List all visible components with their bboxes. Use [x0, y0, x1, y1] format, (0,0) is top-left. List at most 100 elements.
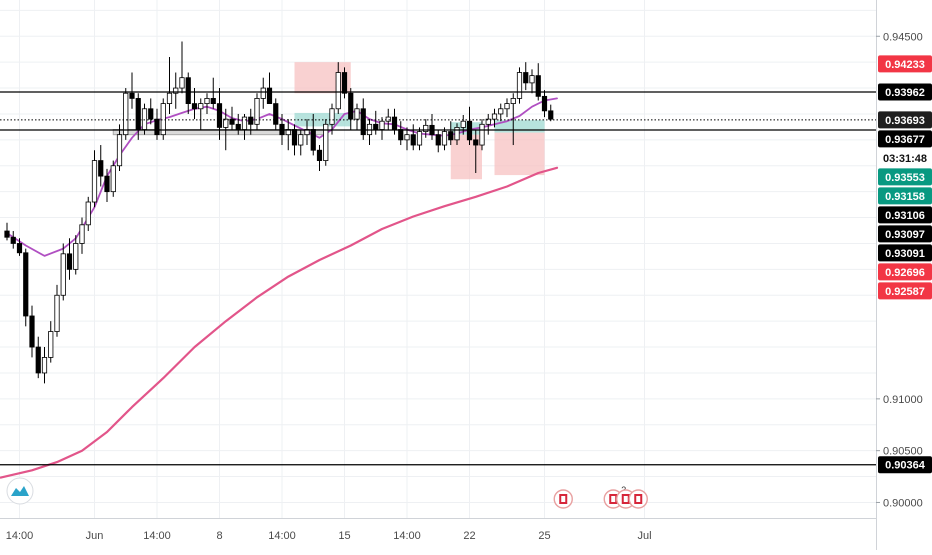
- candle[interactable]: [385, 108, 391, 130]
- candle[interactable]: [466, 106, 473, 146]
- candle[interactable]: [73, 235, 79, 275]
- candle[interactable]: [404, 127, 410, 151]
- candle[interactable]: [366, 119, 373, 146]
- candle[interactable]: [485, 113, 491, 135]
- candle[interactable]: [523, 62, 529, 91]
- candle[interactable]: [429, 113, 435, 140]
- candle[interactable]: [185, 72, 191, 114]
- candle[interactable]: [535, 63, 541, 101]
- candle[interactable]: [104, 168, 110, 203]
- price-tag[interactable]: 0.92696: [878, 263, 932, 281]
- price-tag[interactable]: 0.93091: [878, 244, 932, 262]
- price-tag[interactable]: 0.93962: [878, 83, 932, 101]
- loss-zone[interactable]: [294, 62, 351, 94]
- candle[interactable]: [541, 90, 548, 118]
- candle[interactable]: [66, 238, 73, 280]
- candle[interactable]: [191, 88, 198, 120]
- candle[interactable]: [166, 56, 173, 114]
- candle[interactable]: [110, 160, 116, 197]
- candle[interactable]: [254, 93, 260, 130]
- candle[interactable]: [298, 129, 304, 156]
- candle[interactable]: [504, 98, 510, 118]
- candle[interactable]: [54, 284, 60, 337]
- candle[interactable]: [473, 129, 479, 174]
- candle[interactable]: [79, 217, 85, 254]
- candle[interactable]: [441, 127, 448, 151]
- candle[interactable]: [123, 88, 129, 140]
- candle[interactable]: [23, 248, 29, 327]
- candle[interactable]: [379, 117, 385, 140]
- candle[interactable]: [498, 103, 504, 122]
- candle[interactable]: [198, 98, 204, 130]
- candle[interactable]: [410, 124, 416, 151]
- candle[interactable]: [341, 67, 348, 99]
- horizontal-lines[interactable]: [0, 91, 876, 466]
- candle[interactable]: [204, 93, 210, 114]
- price-tag[interactable]: 0.93677: [878, 130, 932, 148]
- event-flag-icon[interactable]: [553, 489, 573, 509]
- price-tag[interactable]: 0.93106: [878, 206, 932, 224]
- candle[interactable]: [41, 347, 48, 384]
- candles[interactable]: [4, 41, 554, 384]
- candle[interactable]: [48, 321, 54, 363]
- economic-events[interactable]: 3: [553, 485, 648, 509]
- candle[interactable]: [548, 104, 554, 122]
- candle[interactable]: [354, 103, 360, 130]
- candle[interactable]: [35, 336, 41, 379]
- candle[interactable]: [360, 98, 366, 140]
- candle[interactable]: [129, 72, 135, 109]
- candle[interactable]: [398, 121, 404, 146]
- candle[interactable]: [516, 67, 523, 104]
- price-tag[interactable]: 0.93158: [878, 187, 932, 205]
- position-zones[interactable]: [112, 62, 545, 180]
- candle[interactable]: [460, 114, 466, 135]
- candle[interactable]: [173, 72, 179, 109]
- price-tag[interactable]: 0.93553: [878, 168, 932, 186]
- candle[interactable]: [179, 41, 185, 94]
- tradingview-logo-icon[interactable]: [6, 477, 34, 505]
- candle[interactable]: [160, 98, 166, 140]
- candle[interactable]: [273, 98, 279, 130]
- candle[interactable]: [423, 119, 429, 138]
- price-tag[interactable]: 0.93097: [878, 225, 932, 243]
- candle[interactable]: [510, 93, 516, 146]
- candle[interactable]: [323, 119, 329, 166]
- candle[interactable]: [391, 108, 398, 135]
- candle[interactable]: [529, 69, 535, 94]
- candle[interactable]: [85, 196, 91, 232]
- candle[interactable]: [210, 77, 216, 109]
- candle[interactable]: [229, 106, 235, 130]
- candle[interactable]: [435, 129, 441, 153]
- candle[interactable]: [479, 119, 485, 151]
- candle[interactable]: [60, 243, 66, 301]
- price-tag[interactable]: 0.92587: [878, 282, 932, 300]
- price-tag[interactable]: 0.94233: [878, 55, 932, 73]
- candle[interactable]: [291, 124, 298, 156]
- candle[interactable]: [116, 124, 123, 171]
- candle[interactable]: [241, 113, 248, 140]
- candle[interactable]: [266, 72, 273, 104]
- candle[interactable]: [348, 88, 354, 130]
- candle[interactable]: [335, 62, 341, 114]
- candle[interactable]: [154, 108, 160, 140]
- candle[interactable]: [416, 127, 423, 151]
- candle[interactable]: [29, 305, 35, 358]
- candle[interactable]: [216, 88, 223, 140]
- price-axis[interactable]: 0.94500 0.91000 0.90500 0.90000 0.94233 0.939…: [876, 0, 932, 550]
- candle[interactable]: [16, 238, 23, 256]
- candle[interactable]: [491, 108, 498, 128]
- candle[interactable]: [454, 123, 460, 146]
- candle[interactable]: [4, 222, 10, 241]
- candle[interactable]: [148, 98, 154, 125]
- time-axis[interactable]: 14:00 Jun 14:00 8 14:00 15 14:00 22 25 Jul: [0, 518, 876, 550]
- candle[interactable]: [98, 145, 104, 187]
- price-tag[interactable]: 0.90364: [878, 456, 932, 474]
- event-flag-icon[interactable]: [628, 489, 648, 509]
- logo[interactable]: [6, 477, 34, 505]
- candle[interactable]: [316, 145, 323, 171]
- loss-zone[interactable]: [494, 132, 545, 176]
- candle[interactable]: [448, 121, 454, 146]
- candle[interactable]: [91, 150, 98, 208]
